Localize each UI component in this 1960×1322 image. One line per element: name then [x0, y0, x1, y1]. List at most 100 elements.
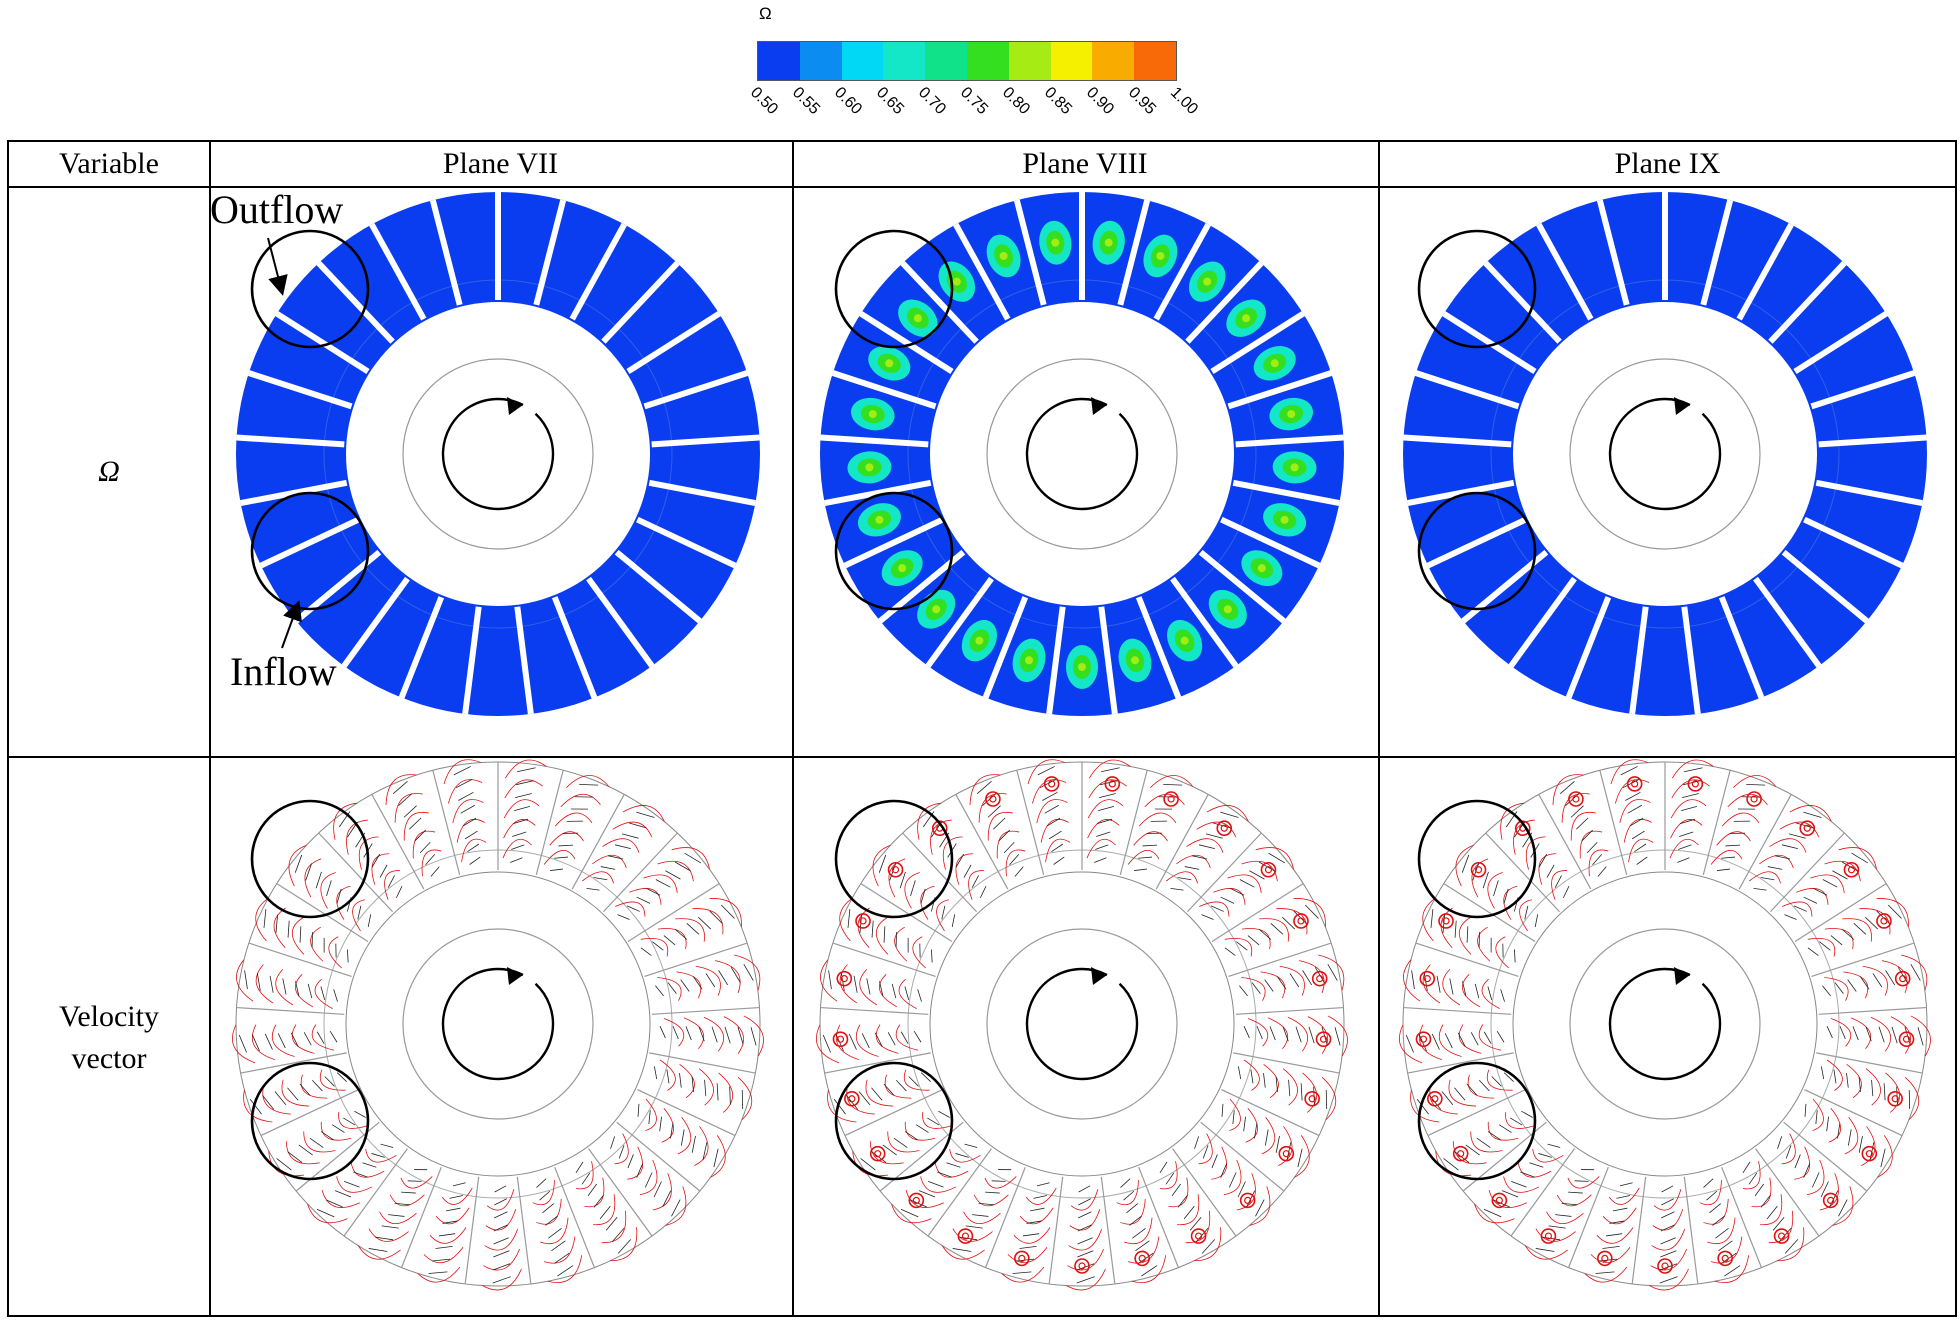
- streamline: [338, 1112, 368, 1129]
- velocity-vector: [1721, 856, 1736, 859]
- streamline: [429, 1227, 467, 1244]
- velocity-vector: [1729, 832, 1746, 835]
- guide-vane: [1170, 576, 1239, 668]
- velocity-vector: [675, 929, 688, 940]
- streamline: [1229, 1098, 1241, 1131]
- velocity-vector: [729, 1086, 731, 1105]
- streamline: [1176, 854, 1211, 869]
- vortex-loop: [1304, 1090, 1320, 1107]
- streamline: [1168, 1177, 1189, 1208]
- streamline: [1001, 1266, 1045, 1283]
- vortex-loop-inner: [1495, 1196, 1503, 1205]
- velocity-vector: [713, 1148, 719, 1168]
- velocity-vector: [1503, 1072, 1514, 1082]
- velocity-vector: [1880, 1148, 1886, 1168]
- streamline: [1832, 1186, 1854, 1226]
- streamline: [1826, 1059, 1843, 1091]
- velocity-vector: [1680, 818, 1696, 824]
- guide-vane: [820, 434, 929, 448]
- velocity-vector: [1177, 877, 1192, 881]
- velocity-vector: [913, 1030, 922, 1043]
- rotation-arrow: [1025, 967, 1139, 1081]
- colorbar-tick-label: 0.50: [746, 84, 782, 119]
- velocity-vector: [551, 1240, 566, 1252]
- velocity-vector: [299, 1083, 311, 1096]
- streamline: [936, 899, 950, 932]
- rotation-arrowhead: [506, 396, 523, 415]
- streamline: [275, 969, 294, 1006]
- velocity-vector: [1201, 914, 1214, 920]
- guide-vane: [1755, 1148, 1820, 1237]
- contour-plane-ix: [1385, 186, 1945, 734]
- colorbar-swatch: [966, 42, 1009, 80]
- vortex-loop: [1293, 913, 1309, 929]
- velocity-vector: [1498, 1124, 1512, 1133]
- velocity-vector: [1268, 852, 1286, 864]
- streamline: [504, 779, 543, 799]
- guide-vane: [240, 479, 348, 507]
- guide-vane: [1427, 1089, 1526, 1137]
- guide-vane: [569, 222, 627, 321]
- guide-vane: [1599, 770, 1628, 875]
- streamline: [652, 1173, 672, 1211]
- velocity-vector: [362, 1162, 377, 1168]
- streamline: [593, 1194, 616, 1226]
- streamline: [709, 898, 742, 927]
- vortex-peak: [1270, 359, 1279, 368]
- vortex-loop-inner: [1264, 866, 1273, 874]
- guide-vane: [1816, 1052, 1923, 1074]
- streamline: [417, 1266, 461, 1283]
- velocity-vector: [1483, 1208, 1502, 1218]
- velocity-vector: [251, 1034, 260, 1052]
- guide-vane: [1198, 549, 1286, 624]
- guide-vane: [820, 1006, 929, 1015]
- vortex-loop: [1746, 791, 1762, 807]
- streamline: [1619, 799, 1651, 824]
- vortex-loop: [1470, 861, 1487, 878]
- streamline: [311, 1024, 335, 1051]
- streamline: [1318, 954, 1345, 991]
- streamline: [1087, 799, 1124, 819]
- streamline: [734, 954, 761, 991]
- streamline: [1019, 1207, 1054, 1225]
- streamline: [1422, 898, 1436, 942]
- velocity-vector: [1232, 1110, 1235, 1125]
- velocity-vector: [1096, 831, 1111, 837]
- guide-vane: [1403, 434, 1512, 448]
- velocity-vector: [646, 887, 661, 896]
- velocity-vector: [558, 844, 574, 847]
- velocity-vector: [1094, 857, 1107, 863]
- streamline: [942, 836, 963, 870]
- guide-vane: [1681, 606, 1701, 715]
- streamline: [336, 1176, 373, 1193]
- streamline: [643, 874, 678, 894]
- streamline: [934, 1162, 969, 1178]
- velocity-vector: [1661, 1185, 1674, 1193]
- velocity-vector: [1538, 853, 1548, 868]
- streamline: [1260, 971, 1286, 999]
- streamline: [1399, 1024, 1423, 1064]
- guide-vane: [1220, 516, 1321, 569]
- vortex-loop: [1657, 1258, 1673, 1274]
- vortex-peak: [1130, 656, 1139, 665]
- velocity-vector: [593, 1194, 604, 1208]
- velocity-vector: [1851, 852, 1869, 864]
- velocity-vector: [1037, 766, 1055, 776]
- velocity-vector: [368, 1248, 388, 1252]
- streamline: [285, 1141, 320, 1165]
- streamline: [540, 1217, 569, 1244]
- velocity-vector: [1742, 1161, 1751, 1174]
- velocity-vector: [976, 781, 992, 795]
- velocity-vector: [548, 1228, 562, 1239]
- velocity-vector: [1276, 976, 1287, 990]
- velocity-vector: [1715, 1228, 1729, 1239]
- column-divider: [209, 142, 211, 1315]
- streamline: [1211, 1146, 1228, 1180]
- streamline: [1844, 1117, 1859, 1155]
- guide-vane: [343, 1148, 408, 1237]
- streamline: [1824, 977, 1849, 1001]
- velocity-vector: [575, 1161, 584, 1174]
- velocity-vector: [539, 1190, 551, 1201]
- velocity-vector: [1095, 844, 1109, 850]
- vortex-loop-inner: [1244, 1196, 1252, 1205]
